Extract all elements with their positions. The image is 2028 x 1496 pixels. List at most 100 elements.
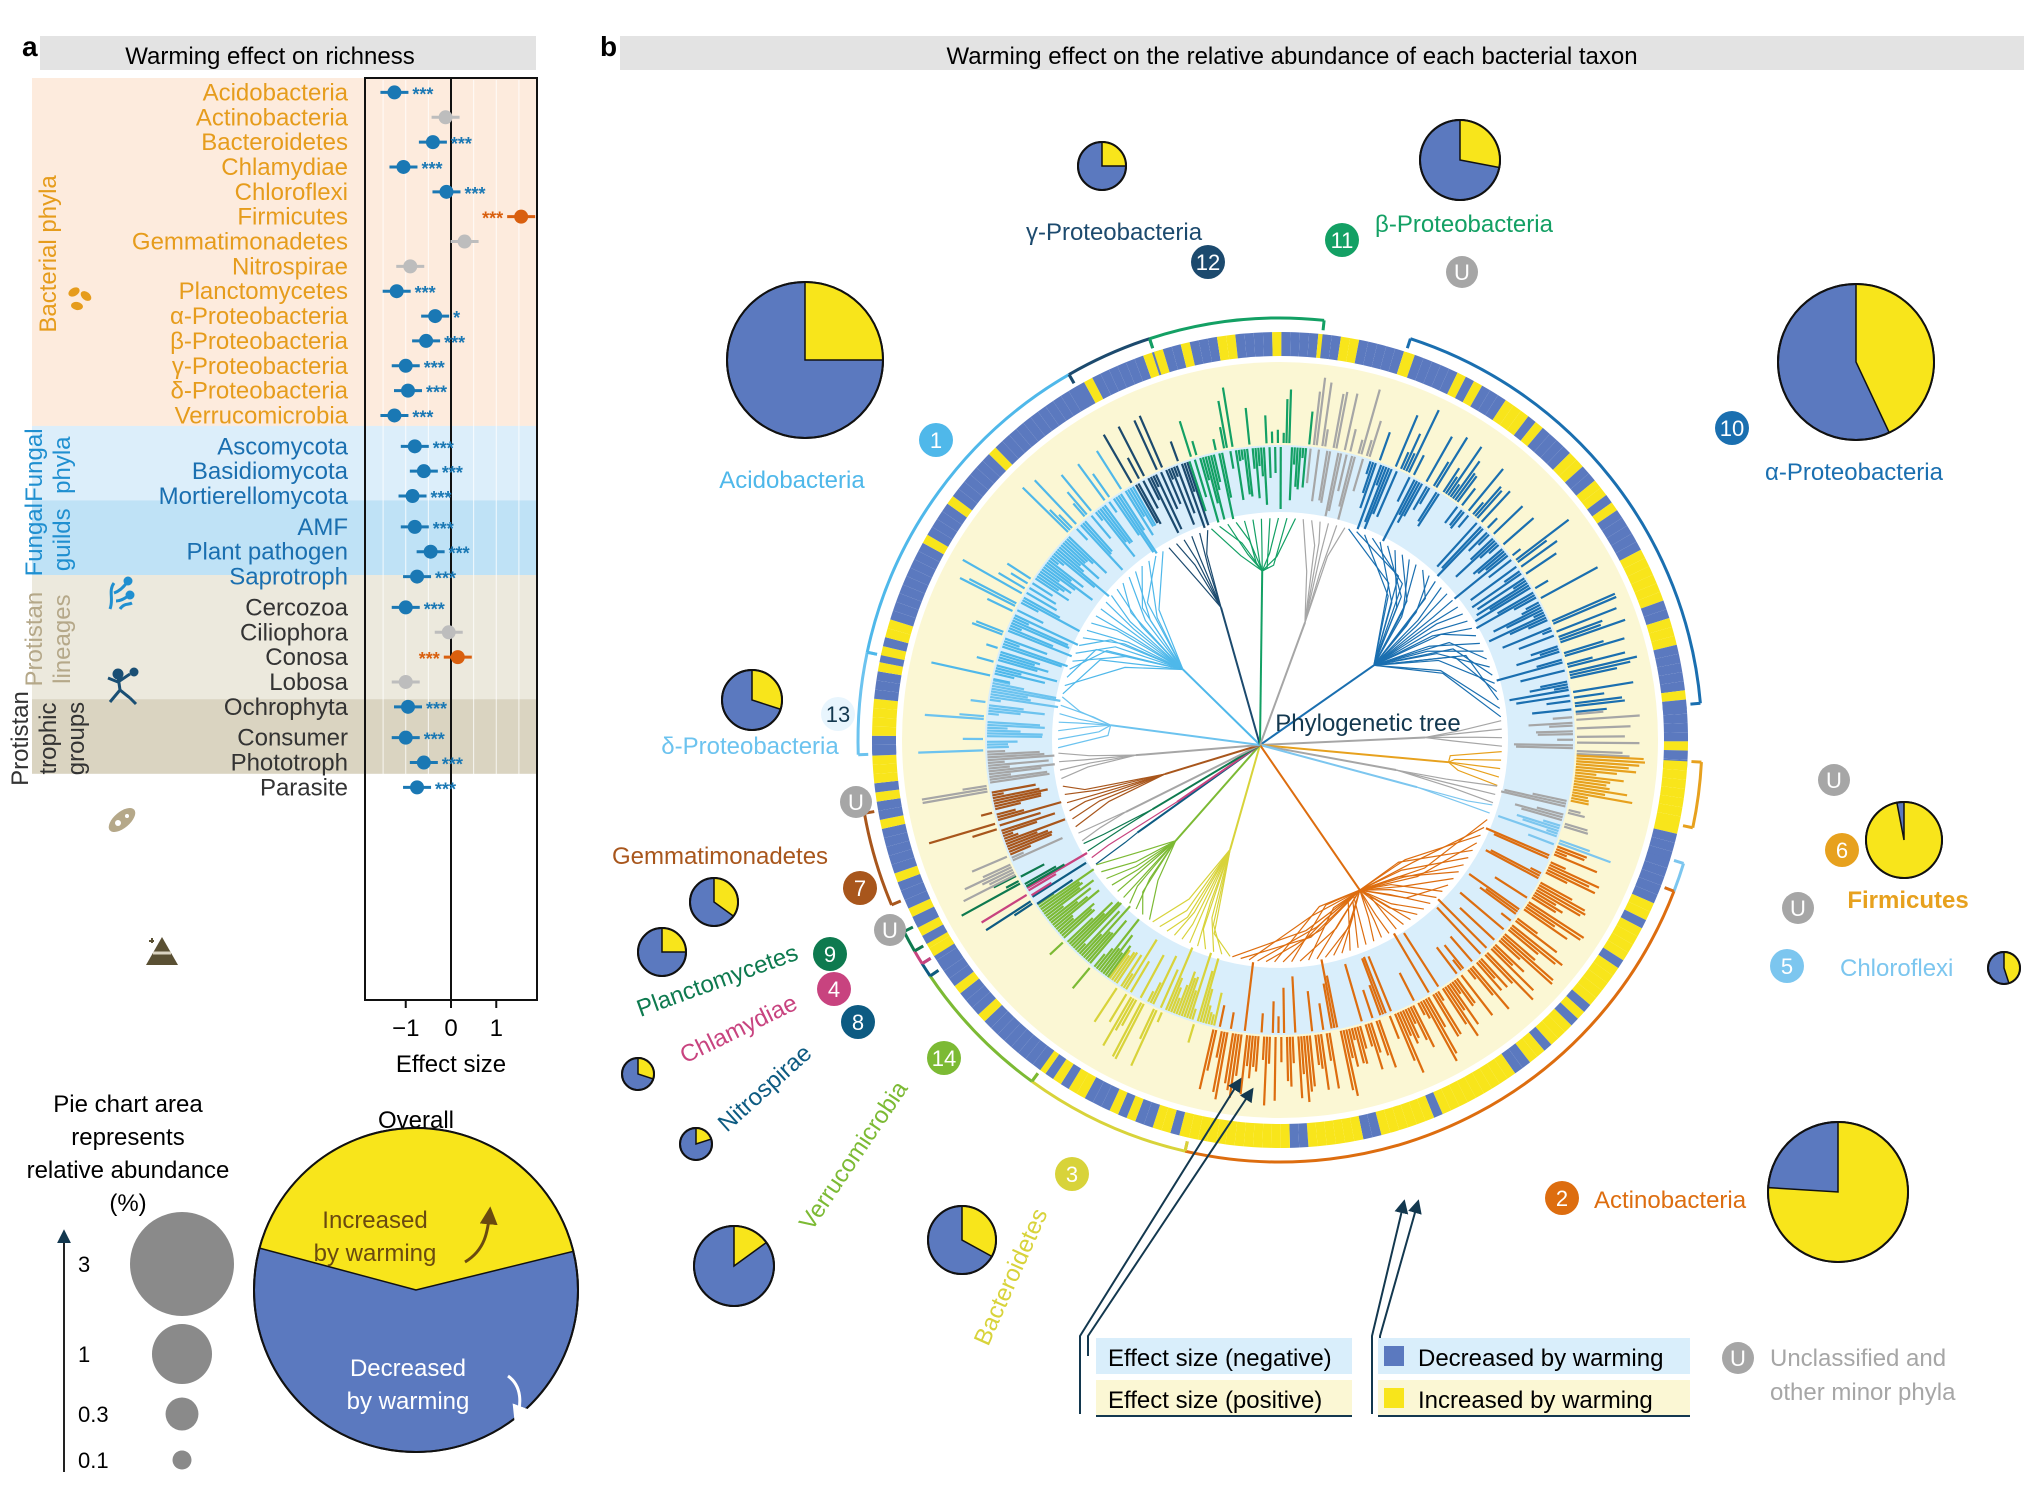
effect-bar <box>1546 699 1571 706</box>
direction-tile <box>1306 1122 1318 1148</box>
group-label-4-1: trophic <box>35 703 62 775</box>
effect-bar <box>1259 447 1265 477</box>
effect-bar <box>1361 958 1385 1015</box>
direction-tile <box>1180 342 1195 368</box>
row-sig: *** <box>419 649 440 669</box>
effect-bar <box>1043 886 1081 915</box>
legend-negative-label: Effect size (negative) <box>1108 1345 1332 1372</box>
direction-tile <box>1649 836 1675 852</box>
effect-bar <box>1045 879 1095 918</box>
tree-leaf <box>1448 761 1498 786</box>
effect-bar <box>1516 813 1560 830</box>
effect-bar <box>1521 807 1563 822</box>
effect-bar <box>1010 621 1070 650</box>
direction-tile <box>1658 794 1684 808</box>
direction-tile <box>1658 671 1684 685</box>
effect-bar <box>1490 947 1535 992</box>
effect-bar <box>1009 844 1032 856</box>
effect-bar <box>1337 454 1348 492</box>
direction-tile <box>1533 433 1557 458</box>
direction-tile <box>988 447 1013 471</box>
effect-bar <box>1451 981 1462 995</box>
direction-tile <box>1662 760 1688 771</box>
clade-pie-4 <box>621 1057 655 1091</box>
direction-tile <box>1456 1076 1476 1103</box>
effect-bar <box>1516 694 1570 705</box>
direction-tile <box>1528 1026 1552 1051</box>
effect-bar <box>1252 1035 1257 1068</box>
direction-tile <box>1004 1023 1028 1047</box>
effect-bar <box>987 726 1008 730</box>
effect-bar <box>991 783 1036 794</box>
effect-bar <box>1187 1023 1195 1043</box>
effect-bar <box>1572 788 1606 797</box>
effect-bar <box>1167 468 1175 480</box>
tree-leaf <box>1168 547 1222 608</box>
direction-tile <box>1554 1002 1578 1026</box>
tree-leaf <box>1078 811 1127 834</box>
effect-bar <box>1576 750 1623 754</box>
row-point <box>419 333 434 348</box>
size-label: 0.3 <box>78 1402 109 1427</box>
effect-bar <box>989 698 1001 703</box>
tree-leaf <box>1058 752 1136 757</box>
effect-bar <box>1558 842 1611 864</box>
direction-tile <box>972 991 996 1015</box>
tree-leaf <box>1359 889 1383 938</box>
row-point <box>410 569 425 584</box>
effect-bar <box>1036 879 1074 905</box>
effect-bar <box>1344 963 1363 1022</box>
row-point <box>438 110 453 125</box>
tree-leaf <box>1159 848 1231 928</box>
effect-bar <box>988 766 1042 776</box>
effect-bar <box>993 875 1017 889</box>
clade-arc-3 <box>1031 1080 1186 1153</box>
direction-tile <box>1546 446 1571 470</box>
effect-bar <box>1188 461 1207 512</box>
clade-arc-end <box>1691 760 1702 764</box>
effect-bar <box>989 773 1012 779</box>
effect-bar <box>1254 1036 1260 1072</box>
effect-bar <box>1447 446 1483 496</box>
direction-tile <box>880 646 907 661</box>
effect-bar <box>1305 448 1312 484</box>
effect-bar <box>988 759 1049 767</box>
row-point <box>407 519 422 534</box>
row-label: Parasite <box>260 774 348 801</box>
tree-leaf <box>1373 581 1436 666</box>
effect-bar <box>1049 557 1060 566</box>
effect-bar <box>1356 464 1383 530</box>
effect-bar <box>1183 462 1196 493</box>
tree-leaf <box>1081 811 1127 842</box>
effect-bar <box>1417 1002 1426 1016</box>
row-point <box>441 625 456 640</box>
effect-bar <box>994 794 1042 808</box>
effect-bar <box>1218 426 1226 449</box>
effect-bar <box>1147 477 1161 501</box>
effect-bar <box>1469 967 1494 996</box>
tree-leaf <box>1304 520 1316 623</box>
effect-bar <box>1244 407 1251 445</box>
tree-leaf <box>1359 889 1404 925</box>
clade-pie-13 <box>721 669 783 731</box>
effect-bar <box>1432 461 1450 487</box>
effect-bar <box>1576 741 1640 745</box>
effect-bar <box>928 822 996 845</box>
tree-leaf <box>1212 849 1231 955</box>
effect-bar <box>990 695 1059 709</box>
effect-bar <box>1511 924 1563 967</box>
effect-bar <box>1372 468 1393 515</box>
effect-bar <box>1527 833 1555 846</box>
effect-bar <box>1245 1035 1252 1067</box>
clade-badge-text-7: 7 <box>854 876 866 901</box>
clade-badge-text-6: 6 <box>1836 838 1848 863</box>
direction-tile <box>1324 1120 1337 1146</box>
direction-tile <box>918 542 944 563</box>
effect-bar <box>1175 984 1189 1015</box>
direction-tile <box>1068 1068 1089 1094</box>
legend-dec-swatch <box>1384 1346 1404 1366</box>
effect-bar <box>1530 645 1558 657</box>
clade-badge-text-11: 11 <box>1331 228 1354 253</box>
effect-bar <box>1056 548 1085 573</box>
tree-leaf <box>1199 532 1222 608</box>
